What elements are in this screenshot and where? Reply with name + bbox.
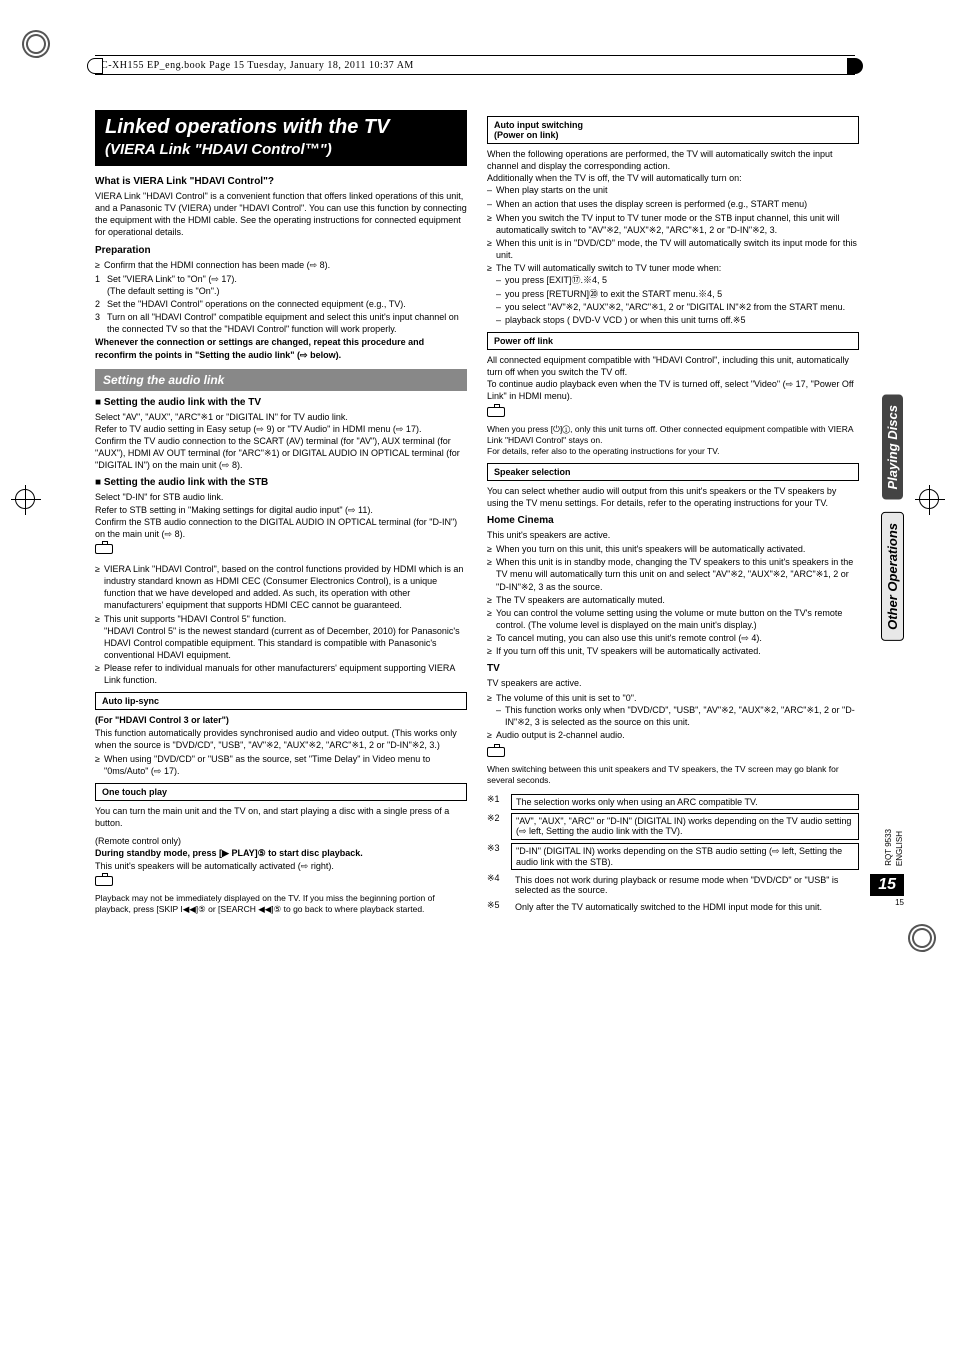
setting-audio-link-heading: Setting the audio link	[95, 369, 467, 391]
note-bullet: Please refer to individual manuals for o…	[95, 662, 467, 686]
ais-dash: When play starts on the unit	[487, 184, 859, 196]
left-column: Linked operations with the TV (VIERA Lin…	[95, 110, 467, 917]
prep-bullet: Confirm that the HDMI connection has bee…	[95, 259, 467, 271]
note-icon	[95, 876, 113, 886]
fn-text: "D-IN" (DIGITAL IN) works depending on t…	[511, 843, 859, 870]
als-sub: (For "HDAVI Control 3 or later")	[95, 714, 467, 726]
sal-tv-p1: Select "AV", "AUX", "ARC"※1 or "DIGITAL …	[95, 411, 467, 423]
pol-n1: When you press [⏻]①, only this unit turn…	[487, 424, 859, 446]
auto-input-switching-heading: Auto input switching (Power on link)	[487, 116, 859, 144]
ais-bullet: When you switch the TV input to TV tuner…	[487, 212, 859, 236]
sal-tv-p2: Refer to TV audio setting in Easy setup …	[95, 423, 467, 435]
right-column: Auto input switching (Power on link) Whe…	[487, 110, 859, 917]
als-p1: This function automatically provides syn…	[95, 727, 467, 751]
ais-sub: you press [EXIT]⑰.※4, 5	[496, 274, 859, 286]
fn-mark: ※1	[487, 794, 511, 810]
ais-b3-text: The TV will automatically switch to TV t…	[496, 263, 721, 273]
auto-lip-sync-heading: Auto lip-sync	[95, 692, 467, 710]
footer-code: RQT 9533	[884, 829, 893, 866]
otp-p3: During standby mode, press [▶ PLAY]⑤ to …	[95, 847, 467, 859]
note-icon	[95, 544, 113, 554]
prep-warning: Whenever the connection or settings are …	[95, 336, 467, 360]
preparation-heading: Preparation	[95, 245, 467, 256]
page-number-big: 15	[870, 874, 904, 896]
ais-p1: When the following operations are perfor…	[487, 148, 859, 172]
what-body: VIERA Link "HDAVI Control" is a convenie…	[95, 190, 467, 239]
pol-p2: To continue audio playback even when the…	[487, 378, 859, 402]
one-touch-play-heading: One touch play	[95, 783, 467, 801]
ais-sub: playback stops ( DVD-V VCD ) or when thi…	[496, 314, 859, 326]
power-off-link-heading: Power off link	[487, 332, 859, 350]
sal-tv-heading: Setting the audio link with the TV	[95, 397, 467, 408]
ss-hc-p: This unit's speakers are active.	[487, 529, 859, 541]
prep-step-1-note: (The default setting is "On".)	[107, 286, 219, 296]
note-icon	[487, 407, 505, 417]
note-bullet: This unit supports "HDAVI Control 5" fun…	[95, 613, 467, 662]
tv-sub: This function works only when "DVD/CD", …	[496, 704, 859, 728]
prep-step-1: 1 Set "VIERA Link" to "On" (⇨ 17). (The …	[95, 273, 467, 297]
tv-heading: TV	[487, 663, 859, 674]
title-line-2: (VIERA Link "HDAVI Control™")	[105, 141, 457, 158]
fn-text: Only after the TV automatically switched…	[511, 900, 859, 914]
footnote-table: ※1The selection works only when using an…	[487, 794, 859, 914]
prep-step-2: 2 Set the "HDAVI Control" operations on …	[95, 298, 467, 310]
tv-b1-text: The volume of this unit is set to "0".	[496, 693, 636, 703]
sal-stb-p1: Select "D-IN" for STB audio link.	[95, 491, 467, 503]
otp-p1: You can turn the main unit and the TV on…	[95, 805, 467, 829]
page-footer: RQT 9533 ENGLISH 15 15	[870, 829, 904, 907]
prep-step-3-text: Turn on all "HDAVI Control" compatible e…	[107, 312, 459, 334]
note-bullet: VIERA Link "HDAVI Control", based on the…	[95, 563, 467, 612]
ais-dash: When an action that uses the display scr…	[487, 198, 859, 210]
pol-n2: For details, refer also to the operating…	[487, 446, 859, 457]
hc-bullet: You can control the volume setting using…	[487, 607, 859, 631]
fn-mark: ※3	[487, 843, 511, 870]
fn-mark: ※2	[487, 813, 511, 840]
note-text: This unit supports "HDAVI Control 5" fun…	[104, 614, 286, 624]
hc-bullet: If you turn off this unit, TV speakers w…	[487, 645, 859, 657]
fn-mark: ※4	[487, 873, 511, 897]
sal-stb-heading: Setting the audio link with the STB	[95, 477, 467, 488]
fn-mark: ※5	[487, 900, 511, 914]
hc-bullet: When you turn on this unit, this unit's …	[487, 543, 859, 555]
ais-bullet: The TV will automatically switch to TV t…	[487, 262, 859, 326]
tv-bullet: The volume of this unit is set to "0". T…	[487, 692, 859, 728]
otp-note: Playback may not be immediately displaye…	[95, 893, 467, 915]
fn-text: "AV", "AUX", "ARC" or "D-IN" (DIGITAL IN…	[511, 813, 859, 840]
what-heading: What is VIERA Link "HDAVI Control"?	[95, 176, 467, 187]
otp-p2: (Remote control only)	[95, 835, 467, 847]
tv-bullet: Audio output is 2-channel audio.	[487, 729, 859, 741]
ais-bullet: When this unit is in "DVD/CD" mode, the …	[487, 237, 859, 261]
note-text: "HDAVI Control 5" is the newest standard…	[104, 626, 460, 660]
hc-bullet: The TV speakers are automatically muted.	[487, 594, 859, 606]
ss-p1: You can select whether audio will output…	[487, 485, 859, 509]
ais-p2: Additionally when the TV is off, the TV …	[487, 172, 859, 184]
ais-sub: you select "AV"※2, "AUX"※2, "ARC"※1, 2 o…	[496, 301, 859, 313]
prep-step-3: 3 Turn on all "HDAVI Control" compatible…	[95, 311, 467, 335]
main-title: Linked operations with the TV (VIERA Lin…	[95, 110, 467, 166]
footer-lang: ENGLISH	[895, 831, 904, 866]
speaker-selection-heading: Speaker selection	[487, 463, 859, 481]
note-icon	[487, 747, 505, 757]
hc-bullet: To cancel muting, you can also use this …	[487, 632, 859, 644]
ais-sub: you press [RETURN]⑳ to exit the START me…	[496, 288, 859, 300]
hc-bullet: When this unit is in standby mode, chang…	[487, 556, 859, 592]
sal-stb-p3: Confirm the STB audio connection to the …	[95, 516, 467, 540]
prep-step-1-text: Set "VIERA Link" to "On" (⇨ 17).	[107, 274, 237, 284]
prep-step-2-text: Set the "HDAVI Control" operations on th…	[107, 299, 406, 309]
pol-p1: All connected equipment compatible with …	[487, 354, 859, 378]
fn-text: The selection works only when using an A…	[511, 794, 859, 810]
ss-tv-p: TV speakers are active.	[487, 677, 859, 689]
home-cinema-heading: Home Cinema	[487, 515, 859, 526]
ss-note: When switching between this unit speaker…	[487, 764, 859, 786]
page-number-small: 15	[870, 898, 904, 907]
fn-text: This does not work during playback or re…	[511, 873, 859, 897]
title-line-1: Linked operations with the TV	[105, 116, 457, 139]
als-bullet: When using "DVD/CD" or "USB" as the sour…	[95, 753, 467, 777]
sal-stb-p2: Refer to STB setting in "Making settings…	[95, 504, 467, 516]
sal-tv-p3: Confirm the TV audio connection to the S…	[95, 435, 467, 471]
otp-p4: This unit's speakers will be automatical…	[95, 860, 467, 872]
